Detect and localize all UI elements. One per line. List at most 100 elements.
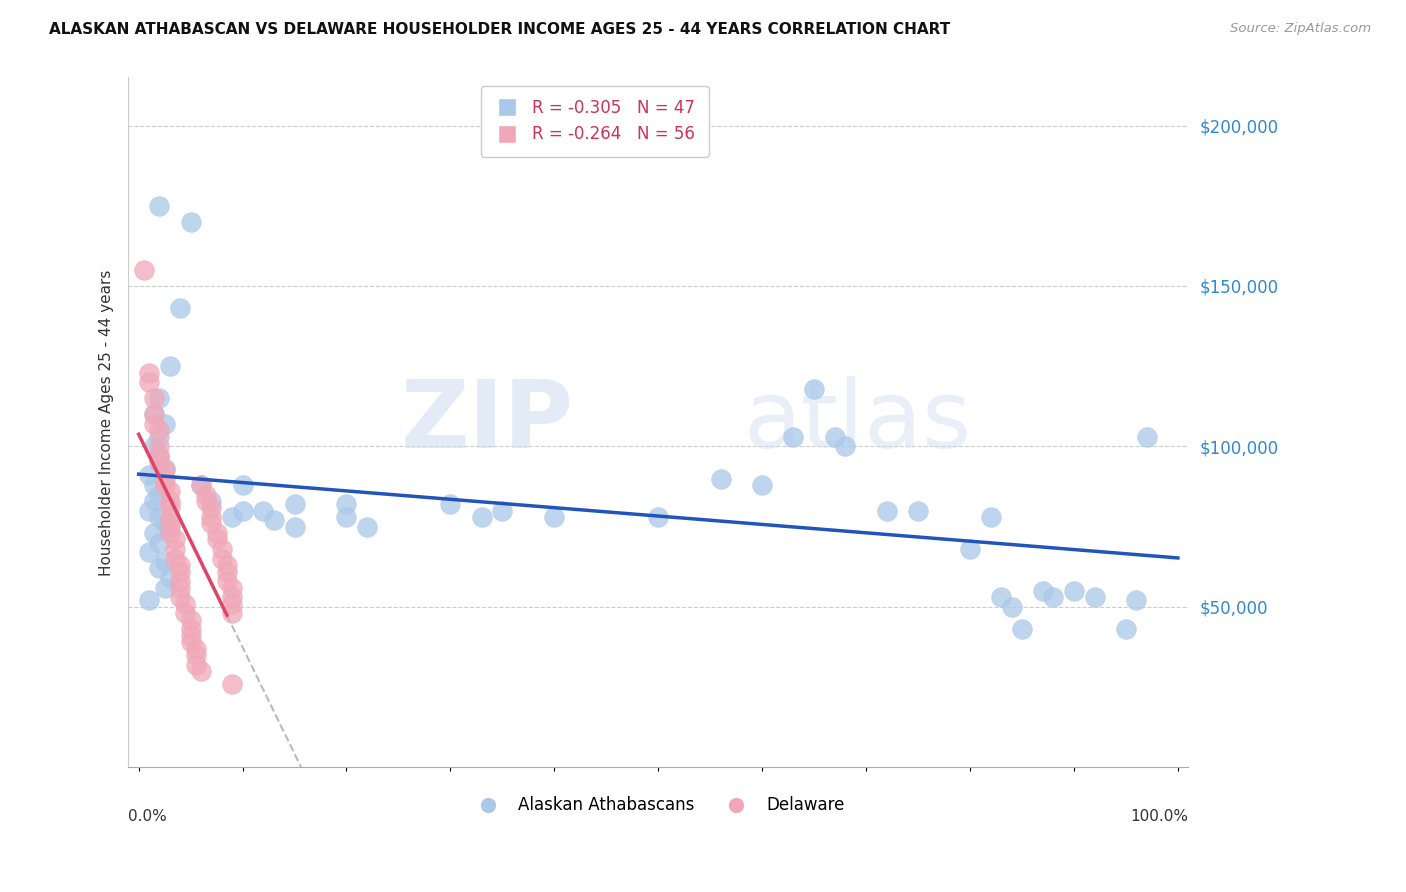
Point: [138, 545, 160, 559]
Text: ALASKAN ATHABASCAN VS DELAWARE HOUSEHOLDER INCOME AGES 25 - 44 YEARS CORRELATION: ALASKAN ATHABASCAN VS DELAWARE HOUSEHOLD…: [49, 22, 950, 37]
Point: [180, 622, 202, 636]
Point: [335, 510, 357, 524]
Point: [143, 417, 166, 431]
Point: [221, 597, 243, 611]
Point: [907, 503, 929, 517]
Point: [1115, 622, 1137, 636]
Point: [138, 593, 160, 607]
Point: [174, 607, 197, 621]
Point: [148, 392, 170, 406]
Point: [195, 494, 218, 508]
Point: [1125, 593, 1147, 607]
Point: [138, 503, 160, 517]
Point: [491, 503, 513, 517]
Point: [190, 664, 212, 678]
Point: [205, 526, 228, 541]
Point: [200, 510, 222, 524]
Point: [148, 455, 170, 469]
Point: [143, 392, 166, 406]
Point: [221, 581, 243, 595]
Y-axis label: Householder Income Ages 25 - 44 years: Householder Income Ages 25 - 44 years: [100, 269, 114, 575]
Point: [751, 478, 773, 492]
Point: [159, 500, 181, 515]
Point: [335, 497, 357, 511]
Point: [174, 597, 197, 611]
Text: 100.0%: 100.0%: [1130, 809, 1188, 823]
Point: [263, 513, 285, 527]
Point: [153, 471, 176, 485]
Point: [143, 526, 166, 541]
Point: [169, 301, 191, 316]
Point: [232, 503, 254, 517]
Point: [1042, 591, 1064, 605]
Point: [143, 494, 166, 508]
Point: [159, 484, 181, 499]
Point: [180, 215, 202, 229]
Point: [159, 359, 181, 374]
Point: [200, 500, 222, 515]
Point: [439, 497, 461, 511]
Point: [153, 581, 176, 595]
Point: [143, 407, 166, 421]
Point: [148, 487, 170, 501]
Point: [163, 542, 186, 557]
Text: ZIP: ZIP: [401, 376, 574, 468]
Point: [143, 478, 166, 492]
Point: [148, 449, 170, 463]
Point: [143, 439, 166, 453]
Point: [169, 591, 191, 605]
Point: [138, 366, 160, 380]
Point: [148, 199, 170, 213]
Point: [143, 407, 166, 421]
Point: [232, 478, 254, 492]
Point: [169, 581, 191, 595]
Point: [148, 561, 170, 575]
Point: [138, 468, 160, 483]
Point: [1011, 622, 1033, 636]
Point: [211, 542, 233, 557]
Point: [221, 510, 243, 524]
Point: [163, 551, 186, 566]
Point: [190, 478, 212, 492]
Point: [159, 519, 181, 533]
Point: [1063, 583, 1085, 598]
Point: [1000, 599, 1022, 614]
Point: [153, 555, 176, 569]
Point: [148, 510, 170, 524]
Point: [1136, 430, 1159, 444]
Point: [980, 510, 1002, 524]
Point: [710, 471, 733, 485]
Point: [153, 478, 176, 492]
Point: [153, 462, 176, 476]
Point: [159, 516, 181, 531]
Point: [159, 494, 181, 508]
Point: [215, 558, 238, 573]
Point: [221, 677, 243, 691]
Point: [132, 263, 155, 277]
Text: atlas: atlas: [742, 376, 972, 468]
Point: [200, 494, 222, 508]
Point: [159, 510, 181, 524]
Point: [824, 430, 846, 444]
Point: [153, 516, 176, 531]
Point: [169, 574, 191, 589]
Point: [543, 510, 565, 524]
Point: [148, 439, 170, 453]
Point: [356, 519, 378, 533]
Point: [647, 510, 669, 524]
Point: [159, 526, 181, 541]
Point: [159, 571, 181, 585]
Text: 0.0%: 0.0%: [128, 809, 167, 823]
Point: [153, 462, 176, 476]
Point: [195, 487, 218, 501]
Point: [180, 613, 202, 627]
Point: [782, 430, 804, 444]
Point: [138, 376, 160, 390]
Point: [1032, 583, 1054, 598]
Point: [215, 565, 238, 579]
Point: [169, 558, 191, 573]
Point: [148, 423, 170, 437]
Point: [215, 574, 238, 589]
Point: [221, 607, 243, 621]
Point: [184, 648, 207, 662]
